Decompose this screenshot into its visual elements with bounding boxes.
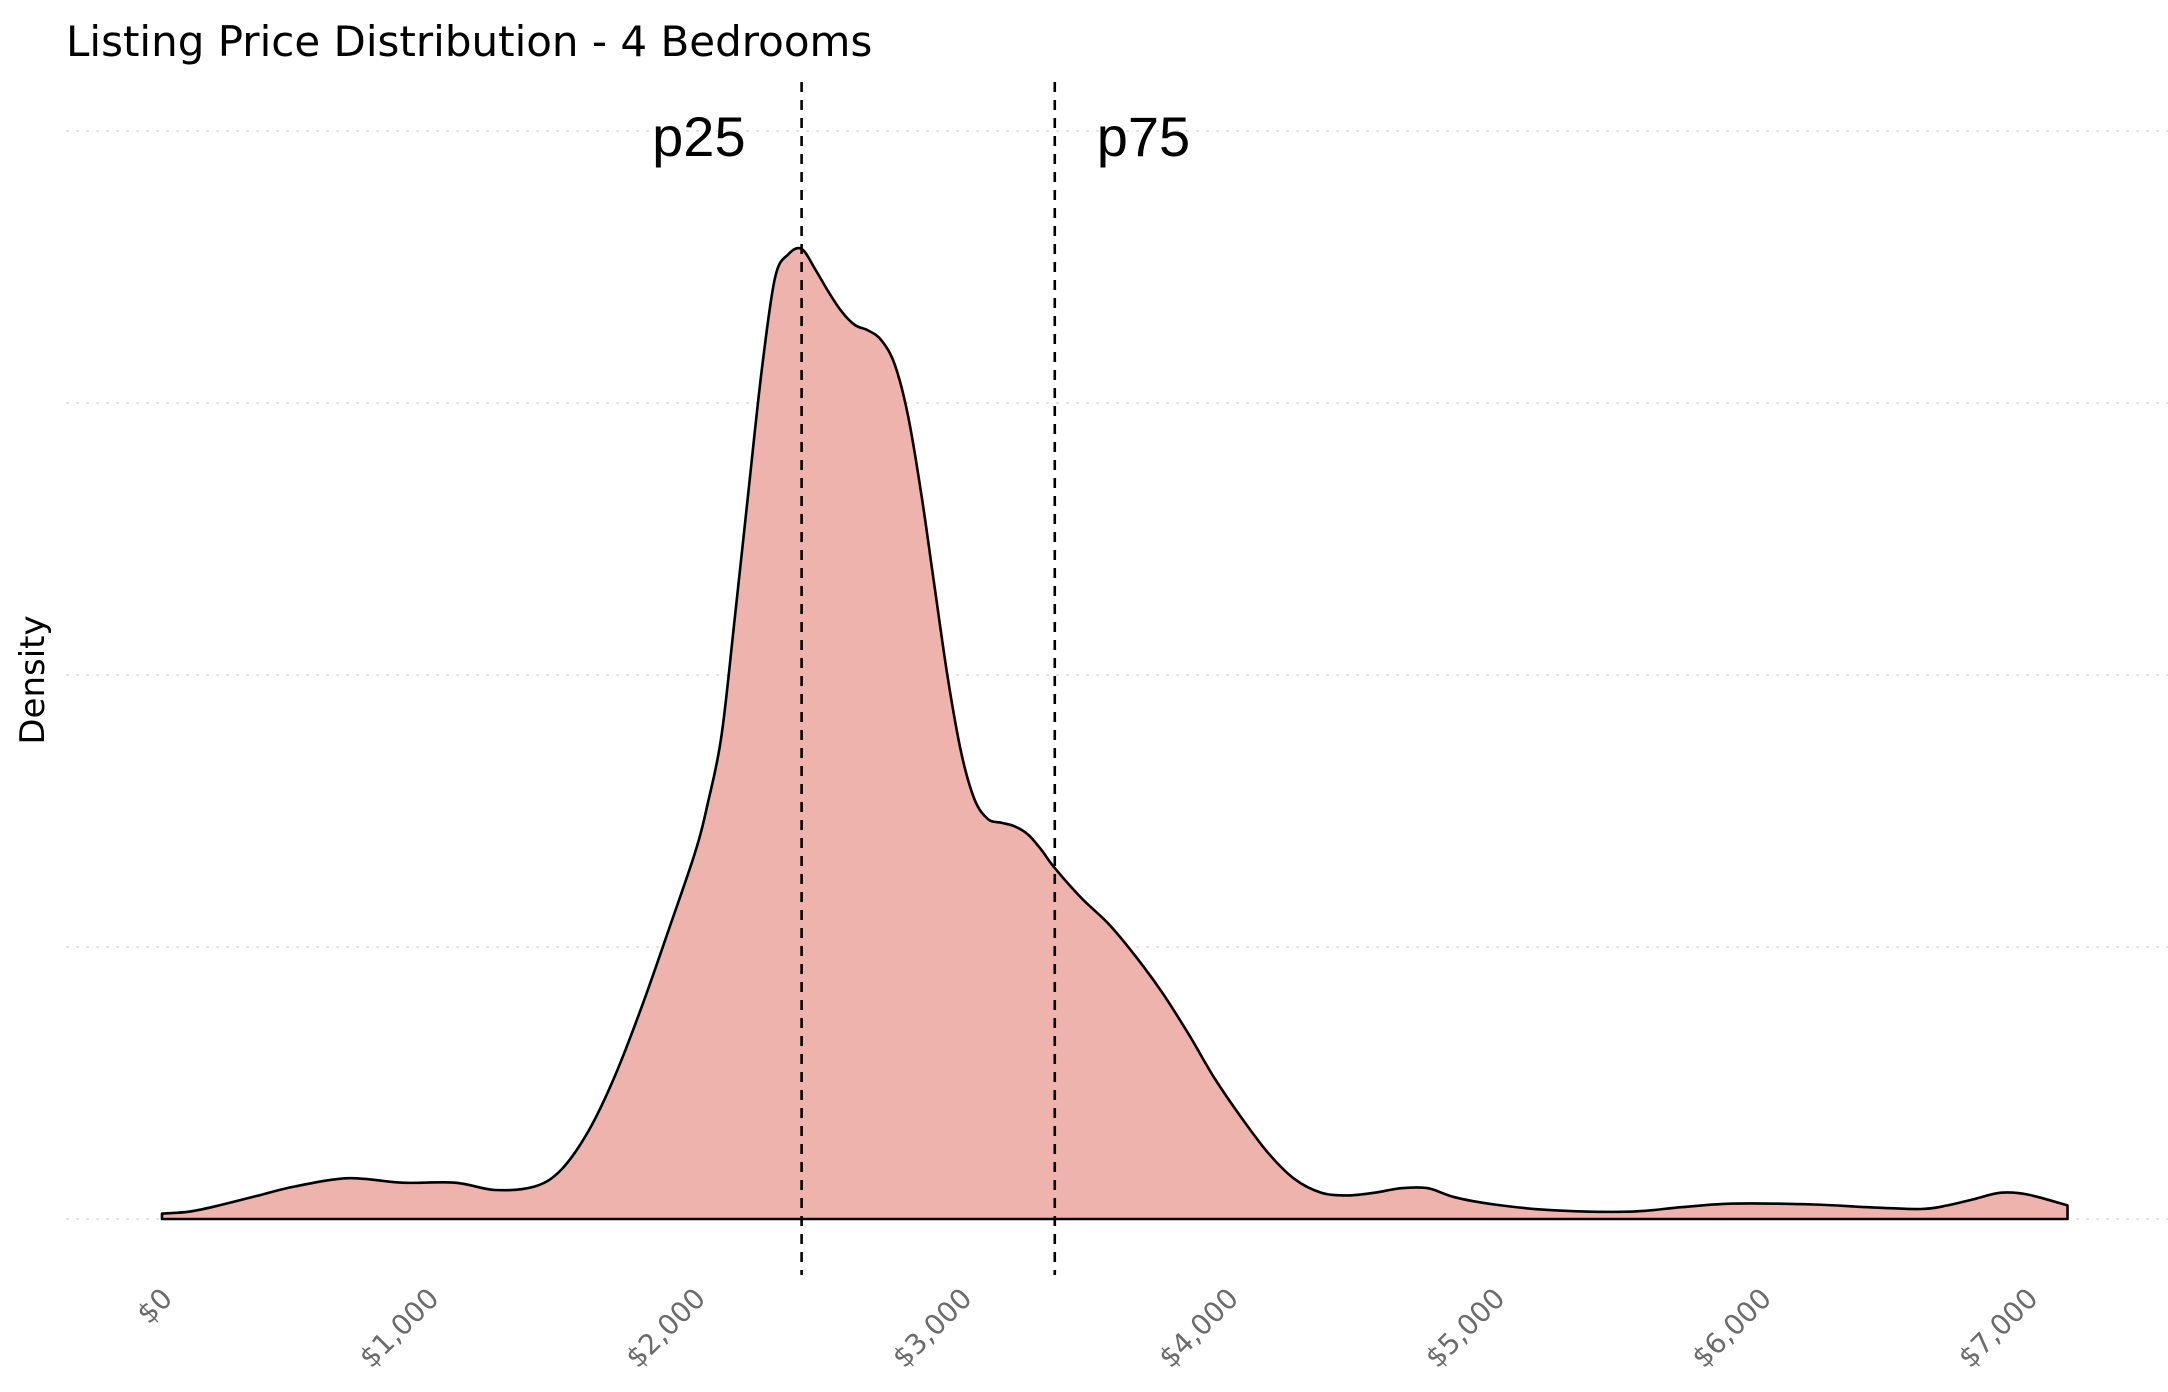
x-tick-label: $5,000 xyxy=(1419,1282,1512,1375)
x-tick-label: $0 xyxy=(130,1282,179,1331)
percentile-lines: p25 p75 xyxy=(652,82,1190,1275)
x-axis-ticks: $0 $1,000 $2,000 $3,000 $4,000 $5,000 $6,000 $7… xyxy=(130,1282,2044,1375)
x-tick-label: $7,000 xyxy=(1952,1282,2045,1375)
x-tick-label: $3,000 xyxy=(886,1282,979,1375)
x-tick-label: $4,000 xyxy=(1152,1282,1245,1375)
x-tick-label: $1,000 xyxy=(353,1282,446,1375)
p25-label: p25 xyxy=(652,105,745,168)
density-area-group xyxy=(160,246,2069,1221)
p75-label: p75 xyxy=(1097,105,1190,168)
x-tick-label: $2,000 xyxy=(619,1282,712,1375)
y-axis-label: Density xyxy=(13,615,53,744)
x-tick-label: $6,000 xyxy=(1685,1282,1778,1375)
chart-title: Listing Price Distribution - 4 Bedrooms xyxy=(66,17,872,66)
density-curve xyxy=(160,246,2069,1221)
